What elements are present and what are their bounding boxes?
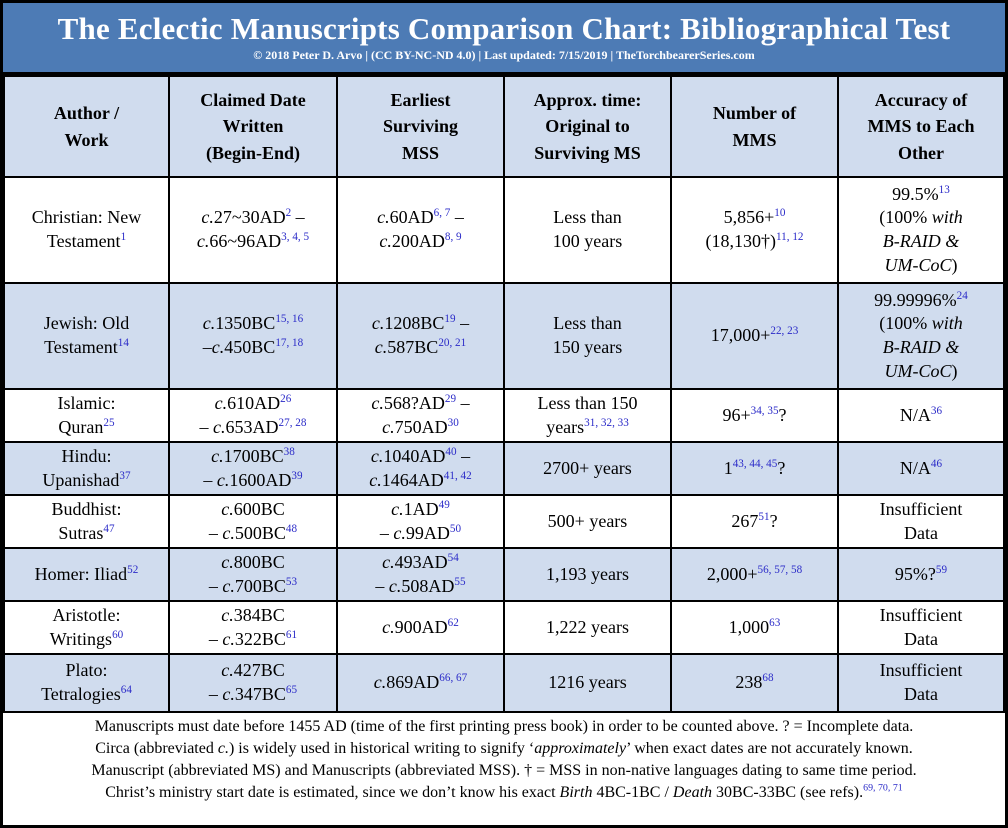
table-row: Buddhist: Sutras47 c.600BC – c.500BC48 c.1AD…: [3, 494, 1005, 549]
table-cell: c.427BC – c.347BC65: [168, 653, 338, 713]
table-cell: Insufficient Data: [837, 600, 1005, 655]
table-cell: c.568?AD29 – c.750AD30: [336, 388, 505, 443]
table-cell: Plato: Tetralogies64: [3, 653, 170, 713]
footnote-line: Christ’s ministry start date is estimate…: [105, 782, 903, 801]
title-band: The Eclectic Manuscripts Comparison Char…: [3, 3, 1005, 75]
table-cell: 99.99996%24 (100% with B-RAID & UM-CoC): [837, 282, 1005, 390]
table-cell: c.600BC – c.500BC48: [168, 494, 338, 549]
header-row: Author / Work Claimed Date Written (Begin-En…: [3, 75, 1005, 178]
table-cell: Less than 150 years: [503, 282, 672, 390]
comparison-table: Author / Work Claimed Date Written (Begin-En…: [3, 75, 1005, 713]
footnotes: Manuscripts must date before 1455 AD (ti…: [3, 713, 1005, 804]
page-title: The Eclectic Manuscripts Comparison Char…: [57, 10, 951, 46]
column-header: Claimed Date Written (Begin-End): [168, 75, 338, 178]
table-row: Aristotle: Writings60 c.384BC – c.322BC61 c.…: [3, 600, 1005, 655]
table-cell: c.384BC – c.322BC61: [168, 600, 338, 655]
table-cell: 95%?59: [837, 547, 1005, 602]
column-header: Earliest Surviving MSS: [336, 75, 505, 178]
table-cell: 500+ years: [503, 494, 672, 549]
table-cell: c.1AD49– c.99AD50: [336, 494, 505, 549]
table-cell: c.900AD62: [336, 600, 505, 655]
table-row: Plato: Tetralogies64 c.427BC – c.347BC65 c.8…: [3, 653, 1005, 713]
column-header: Author / Work: [3, 75, 170, 178]
column-header: Number of MMS: [670, 75, 839, 178]
table-row: Jewish: Old Testament14 c.1350BC15, 16 –c.4…: [3, 282, 1005, 390]
table-cell: 2,000+56, 57, 58: [670, 547, 839, 602]
table-cell: 1216 years: [503, 653, 672, 713]
table-cell: Christian: New Testament1: [3, 176, 170, 284]
table-cell: 1,222 years: [503, 600, 672, 655]
table-cell: 1,193 years: [503, 547, 672, 602]
footnote-line: Manuscripts must date before 1455 AD (ti…: [94, 718, 914, 735]
column-header: Accuracy of MMS to Each Other: [837, 75, 1005, 178]
table-cell: c.800BC – c.700BC53: [168, 547, 338, 602]
table-cell: Aristotle: Writings60: [3, 600, 170, 655]
table-cell: N/A36: [837, 388, 1005, 443]
table-cell: c.1350BC15, 16 –c.450BC17, 18: [168, 282, 338, 390]
table-cell: 17,000+22, 23: [670, 282, 839, 390]
table-cell: Insufficient Data: [837, 494, 1005, 549]
table-cell: Homer: Iliad52: [3, 547, 170, 602]
table-cell: 99.5%13 (100% with B-RAID & UM-CoC): [837, 176, 1005, 284]
table-cell: 96+34, 35?: [670, 388, 839, 443]
table-row: Homer: Iliad52 c.800BC – c.700BC53 c.493AD5…: [3, 547, 1005, 602]
table-cell: Islamic: Quran25: [3, 388, 170, 443]
table-cell: c.1040AD40 – c.1464AD41, 42: [336, 441, 505, 496]
table-cell: N/A46: [837, 441, 1005, 496]
table-cell: 26751?: [670, 494, 839, 549]
table-row: Hindu: Upanishad37 c.1700BC38– c.1600AD39 c…: [3, 441, 1005, 496]
table-cell: c.869AD66, 67: [336, 653, 505, 713]
table-cell: Hindu: Upanishad37: [3, 441, 170, 496]
table-cell: c.1700BC38– c.1600AD39: [168, 441, 338, 496]
footnote-line: Manuscript (abbreviated MS) and Manuscri…: [91, 762, 917, 779]
table-cell: Less than 150 years31, 32, 33: [503, 388, 672, 443]
copyright-line: © 2018 Peter D. Arvo | (CC BY-NC-ND 4.0)…: [253, 48, 755, 63]
table-cell: Jewish: Old Testament14: [3, 282, 170, 390]
table-cell: c.610AD26– c.653AD27, 28: [168, 388, 338, 443]
table-cell: Less than 100 years: [503, 176, 672, 284]
table-cell: 2700+ years: [503, 441, 672, 496]
table-cell: 5,856+10 (18,130†)11, 12: [670, 176, 839, 284]
table-cell: c.493AD54– c.508AD55: [336, 547, 505, 602]
column-header: Approx. time: Original to Surviving MS: [503, 75, 672, 178]
table-row: Islamic: Quran25 c.610AD26– c.653AD27, 28 c…: [3, 388, 1005, 443]
footnote-line: Circa (abbreviated c.) is widely used in…: [95, 740, 913, 757]
table-cell: Insufficient Data: [837, 653, 1005, 713]
table-cell: Buddhist: Sutras47: [3, 494, 170, 549]
table-cell: c.60AD6, 7 – c.200AD8, 9: [336, 176, 505, 284]
table-cell: 23868: [670, 653, 839, 713]
table-row: Christian: New Testament1 c.27~30AD2 – c.66…: [3, 176, 1005, 284]
table-cell: c.27~30AD2 – c.66~96AD3, 4, 5: [168, 176, 338, 284]
table-cell: 143, 44, 45?: [670, 441, 839, 496]
table-cell: c.1208BC19 – c.587BC20, 21: [336, 282, 505, 390]
table-cell: 1,00063: [670, 600, 839, 655]
